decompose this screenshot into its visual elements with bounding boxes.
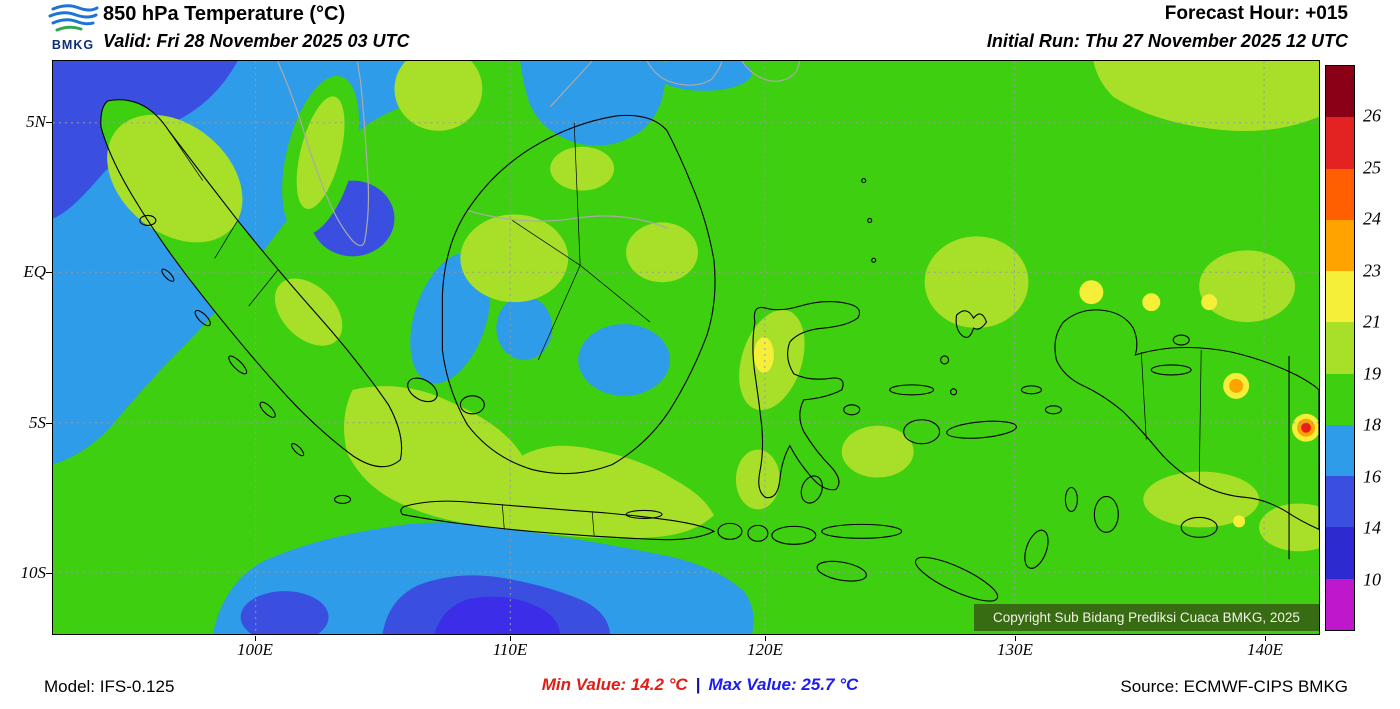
colorbar-segment [1326, 271, 1354, 323]
min-value: Min Value: 14.2 °C [541, 675, 688, 694]
y-axis-label-5s: 5S [29, 413, 46, 432]
y-axis-label-5n: 5N [26, 112, 46, 131]
colorbar-label: 14 [1363, 517, 1381, 538]
bmkg-logo-icon [48, 4, 99, 32]
x-axis-tick [1015, 636, 1016, 641]
x-axis-label-140e: 140E [1247, 640, 1283, 659]
temperature-map [53, 61, 1319, 634]
x-axis-label-120e: 120E [747, 640, 783, 659]
temperature-field [53, 61, 1319, 634]
colorbar-label: 18 [1363, 414, 1381, 435]
coastlines [100, 99, 1319, 602]
x-axis-label-130e: 130E [997, 640, 1033, 659]
y-axis-tick [46, 272, 52, 273]
colorbar-label: 25 [1363, 157, 1381, 178]
y-axis-label-10s: 10S [20, 563, 47, 582]
model-label: Model: IFS-0.125 [44, 677, 175, 696]
initial-run-label: Initial Run: Thu 27 November 2025 12 UTC [986, 31, 1348, 51]
colorbar [1325, 65, 1355, 631]
page-title: 850 hPa Temperature (°C) [103, 3, 346, 25]
colorbar-label: 24 [1363, 208, 1381, 229]
source-label: Source: ECMWF-CIPS BMKG [1120, 677, 1348, 696]
colorbar-label: 19 [1363, 363, 1381, 384]
y-axis-label-eq: EQ [23, 262, 46, 281]
colorbar-segment [1326, 527, 1354, 579]
colorbar-segment [1326, 117, 1354, 169]
colorbar-label: 16 [1363, 466, 1381, 487]
map-container: Copyright Sub Bidang Prediksi Cuaca BMKG… [52, 60, 1320, 635]
max-value: Max Value: 25.7 °C [708, 675, 859, 694]
forecast-hour-label: Forecast Hour: +015 [1164, 3, 1348, 24]
y-axis-tick [46, 122, 52, 123]
colorbar-segment [1326, 219, 1354, 272]
valid-time-label: Valid: Fri 28 November 2025 03 UTC [103, 31, 410, 51]
x-axis-tick [510, 636, 511, 641]
bmkg-logo: BMKG [44, 2, 102, 52]
colorbar-segment [1326, 322, 1354, 374]
colorbar-segment [1326, 66, 1354, 118]
gridlines [53, 61, 1319, 634]
x-axis-tick [765, 636, 766, 641]
x-axis-tick [1265, 636, 1266, 641]
min-max-separator: | [695, 675, 701, 694]
colorbar-segment [1326, 168, 1354, 220]
colorbar-segment [1326, 424, 1354, 477]
copyright-notice: Copyright Sub Bidang Prediksi Cuaca BMKG… [974, 604, 1319, 631]
colorbar-label: 26 [1363, 105, 1381, 126]
y-axis-tick [46, 423, 52, 424]
colorbar-segment [1326, 373, 1354, 425]
y-axis-tick [46, 573, 52, 574]
x-axis-tick [255, 636, 256, 641]
min-max-values: Min Value: 14.2 °C | Max Value: 25.7 °C [542, 675, 859, 695]
x-axis-label-100e: 100E [237, 640, 273, 659]
colorbar-label: 10 [1363, 569, 1381, 590]
bmkg-logo-label: BMKG [51, 38, 95, 52]
x-axis-label-110e: 110E [492, 640, 528, 659]
foreign-coastlines [277, 61, 801, 247]
colorbar-label: 23 [1363, 260, 1381, 281]
colorbar-segment [1326, 476, 1354, 528]
colorbar-label: 21 [1363, 311, 1381, 332]
colorbar-segment [1326, 578, 1354, 630]
